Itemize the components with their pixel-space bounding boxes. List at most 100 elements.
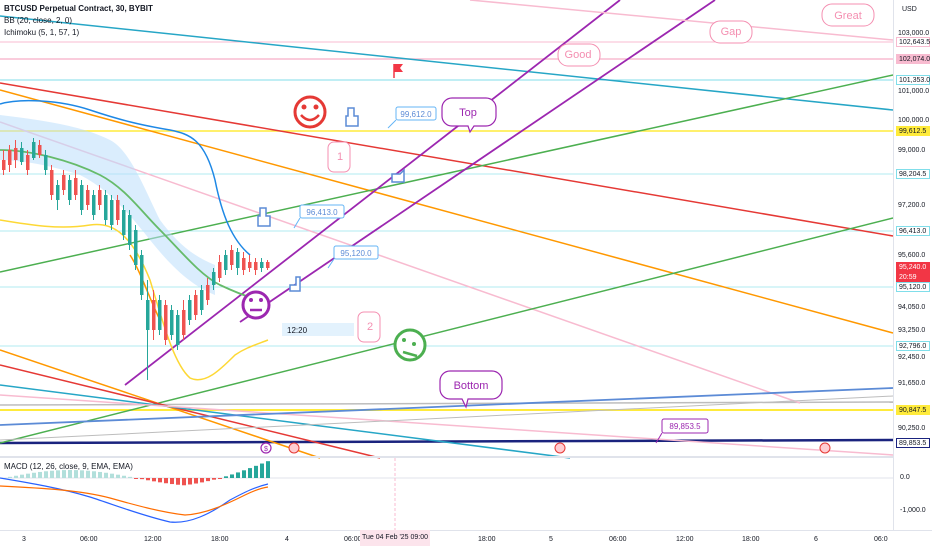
candle-body [80, 185, 84, 210]
candle-body [128, 215, 132, 245]
candle-body [260, 262, 264, 268]
price-label-89853[interactable] [655, 418, 709, 444]
price-badge: 95,240.0 [896, 262, 930, 272]
price-tick: 99,000.0 [898, 147, 926, 154]
bb-legend[interactable]: BB (20, close, 2, 0) [4, 16, 73, 25]
callout-top[interactable] [441, 97, 497, 134]
candle-body [218, 262, 222, 278]
time-tick: 06:00 [609, 536, 627, 543]
price-badge: 92,796.0 [896, 341, 930, 351]
bollinger-upper [0, 99, 251, 256]
macd-bar [170, 478, 174, 485]
price-text-89853: 89,853.5 [669, 422, 701, 431]
time-tick: 18:00 [211, 536, 229, 543]
candle-body [62, 175, 66, 190]
macd-bar [212, 478, 216, 480]
macd-histogram [2, 461, 270, 486]
macd-bar [8, 476, 12, 478]
candle-body [158, 300, 162, 330]
candle-body [176, 315, 180, 345]
trend-lines[interactable] [0, 0, 894, 459]
time-tick: 06:00 [80, 536, 98, 543]
candle-body [140, 255, 144, 295]
label-great: Great [834, 10, 862, 22]
happy-face-icon[interactable] [293, 95, 327, 129]
macd-bar [50, 470, 54, 478]
candle-body [68, 180, 72, 200]
macd-bar [62, 470, 66, 478]
label-gap: Gap [721, 26, 742, 38]
hand-pointer-icon[interactable] [289, 276, 301, 292]
bollinger-basis [0, 149, 259, 301]
crosshair-time-label: Tue 04 Feb '25 09:00 [360, 530, 430, 546]
macd-bar [254, 465, 258, 478]
price-tick: 93,250.0 [898, 327, 926, 334]
label-bottom: Bottom [454, 380, 489, 392]
macd-bar [152, 478, 156, 482]
candle-body [236, 252, 240, 268]
macd-bar [20, 474, 24, 478]
callout-gap[interactable] [709, 20, 753, 44]
pane-divider[interactable] [0, 456, 893, 458]
price-label-95120[interactable] [327, 245, 379, 269]
price-badge: 89,853.5 [896, 438, 930, 448]
macd-bar [92, 471, 96, 478]
us-flag-icon[interactable] [554, 442, 566, 454]
time-tick: 4 [285, 536, 289, 543]
macd-bar [128, 476, 132, 478]
hand-pointer-icon[interactable] [257, 207, 271, 227]
candle-body [224, 255, 228, 270]
hand-pointer-icon[interactable] [345, 107, 359, 127]
macd-bar [206, 478, 210, 482]
ichimoku-legend[interactable]: Ichimoku (5, 1, 57, 1) [4, 28, 80, 37]
event-marker-icon[interactable]: $ [260, 442, 272, 454]
us-flag-icon[interactable] [819, 442, 831, 454]
candle-body [164, 305, 168, 340]
neutral-face-icon[interactable] [241, 290, 271, 320]
macd-bar [200, 478, 204, 483]
macd-bar [236, 472, 240, 478]
candle-body [98, 190, 102, 205]
macd-bar [56, 470, 60, 478]
ichimoku-lagging [0, 219, 269, 381]
time-tick: 06:0 [874, 536, 888, 543]
candle-body [20, 148, 24, 162]
candle-body [194, 295, 198, 315]
confused-face-icon[interactable] [393, 328, 427, 362]
macd-legend[interactable]: MACD (12, 26, close, 9, EMA, EMA) [4, 462, 133, 471]
candle-body [254, 262, 258, 270]
candle-body [134, 230, 138, 265]
macd-bar [38, 471, 42, 478]
macd-bar [194, 478, 198, 484]
time-note: 12:20 [287, 326, 308, 335]
candle-body [248, 262, 252, 268]
currency-label[interactable]: USD [902, 6, 917, 13]
price-badge: 102,643.5 [896, 37, 930, 47]
macd-bar [110, 473, 114, 478]
macd-bar [68, 470, 72, 478]
callout-one[interactable] [327, 141, 351, 173]
label-top: Top [459, 107, 477, 119]
price-text-99612: 99,612.0 [400, 110, 432, 119]
label-good: Good [565, 49, 592, 61]
callout-great[interactable] [821, 3, 875, 27]
macd-signal [0, 485, 269, 516]
flag-icon[interactable] [393, 64, 403, 78]
candle-body [74, 178, 78, 195]
price-label-96413[interactable] [293, 204, 345, 229]
symbol-legend[interactable]: BTCUSD Perpetual Contract, 30, BYBIT [4, 4, 153, 13]
time-note-box[interactable] [282, 323, 354, 336]
callout-bottom[interactable] [439, 370, 503, 409]
price-label-99612[interactable] [387, 106, 437, 129]
callout-good[interactable] [557, 43, 601, 67]
price-badge: 101,353.0 [896, 75, 930, 85]
time-tick: 18:00 [742, 536, 760, 543]
ichimoku-cloud [0, 115, 215, 295]
time-axis[interactable] [0, 530, 932, 551]
candlestick-series[interactable] [2, 138, 270, 380]
us-flag-icon[interactable] [288, 442, 300, 454]
thumbs-up-icon[interactable] [391, 168, 405, 183]
ichimoku-conversion [129, 254, 161, 321]
callout-two[interactable] [357, 311, 381, 343]
